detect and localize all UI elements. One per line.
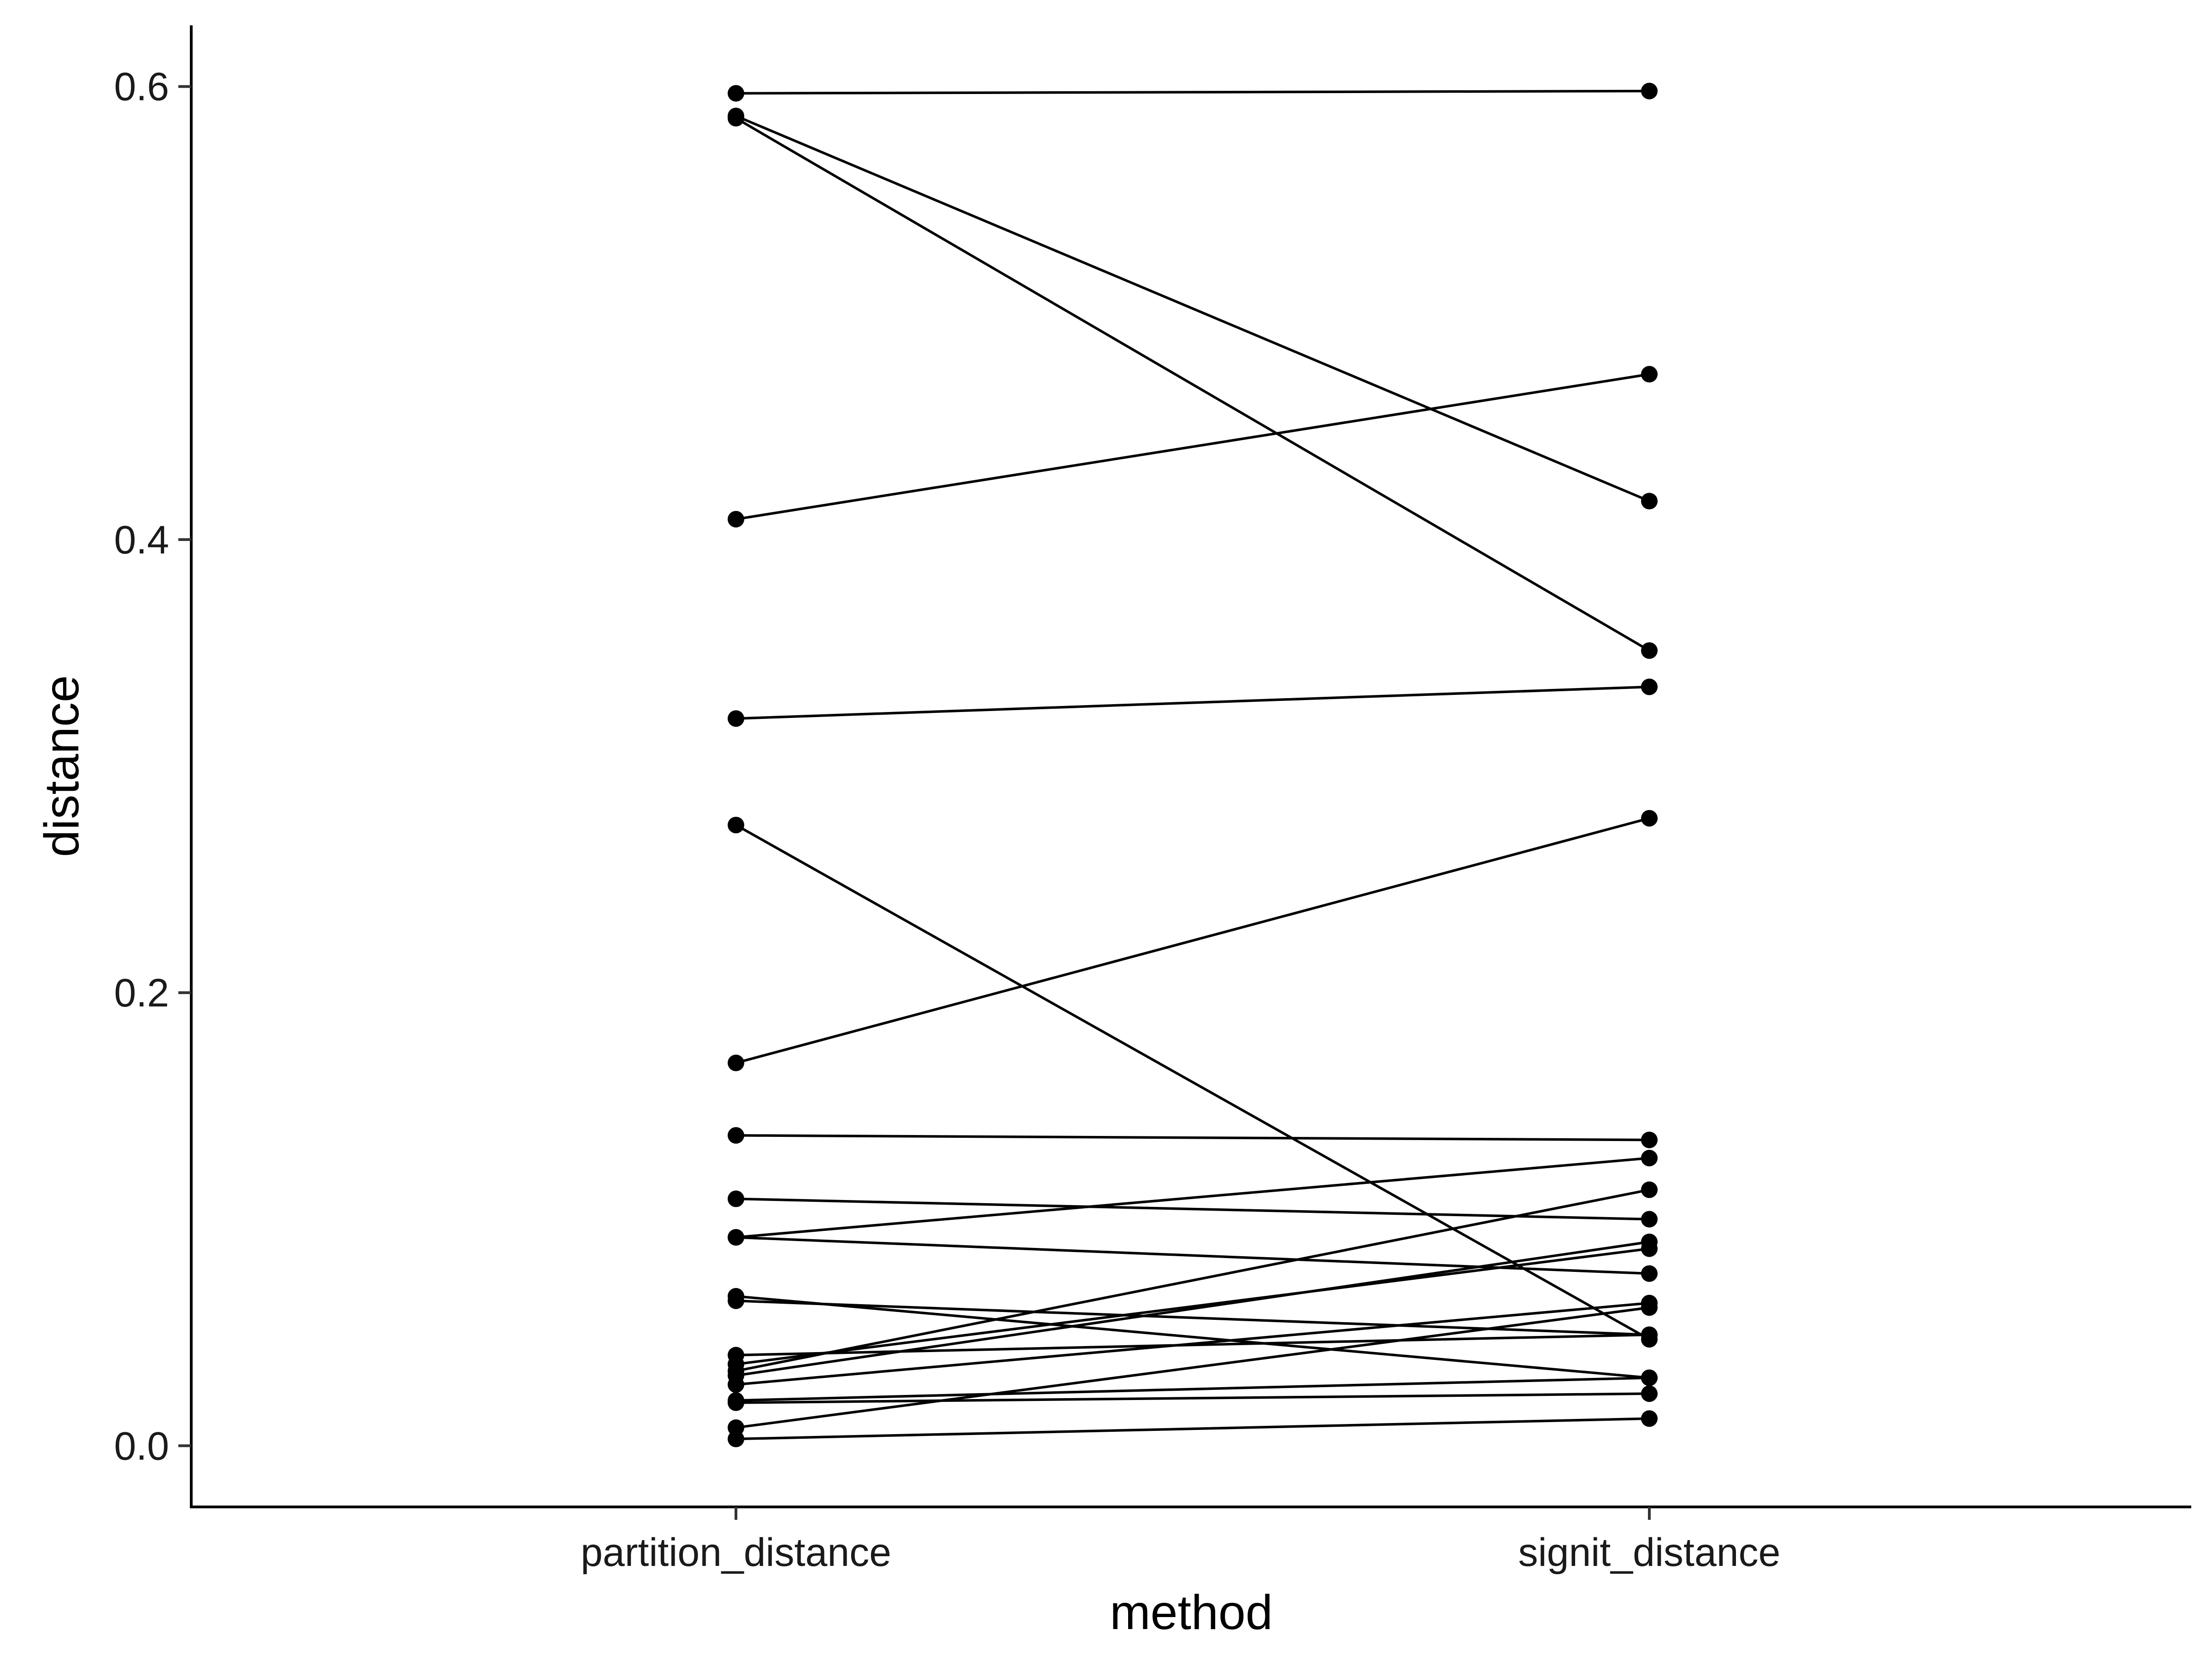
data-point xyxy=(1641,1149,1658,1166)
series-line xyxy=(735,373,1650,521)
data-point xyxy=(1641,678,1658,695)
data-point xyxy=(728,1229,744,1246)
data-point xyxy=(728,1127,744,1144)
data-point xyxy=(728,710,744,727)
series-line xyxy=(735,817,1650,1065)
series-line xyxy=(735,115,1650,502)
y-tick-label: 0.6 xyxy=(114,65,169,109)
data-point xyxy=(728,1292,744,1309)
data-point xyxy=(1641,1265,1658,1282)
series-line xyxy=(735,1301,1650,1386)
data-point xyxy=(1641,1211,1658,1228)
data-point xyxy=(1641,810,1658,827)
series-line xyxy=(735,117,1650,652)
series-line xyxy=(735,1157,1650,1239)
data-point xyxy=(728,85,744,102)
y-tick-label: 0.0 xyxy=(114,1424,169,1468)
series-line xyxy=(735,1417,1650,1441)
series-line xyxy=(735,1392,1650,1404)
x-axis-ticks: partition_distance signit_distance xyxy=(581,1507,1781,1575)
data-point xyxy=(728,1430,744,1447)
series-line xyxy=(735,1241,1650,1377)
data-point xyxy=(1641,1410,1658,1427)
y-tick-label: 0.4 xyxy=(114,518,169,562)
series-lines xyxy=(735,89,1650,1441)
data-point xyxy=(1641,82,1658,100)
series-line xyxy=(735,1377,1650,1402)
data-point xyxy=(1641,1385,1658,1402)
series-line xyxy=(735,89,1650,95)
series-line xyxy=(735,1134,1650,1141)
series-points xyxy=(728,82,1658,1447)
data-point xyxy=(728,1054,744,1071)
y-axis-title: distance xyxy=(35,675,89,857)
data-point xyxy=(728,110,744,127)
x-tick-label: partition_distance xyxy=(581,1530,891,1575)
series-line xyxy=(735,1295,1650,1379)
y-tick-label: 0.2 xyxy=(114,971,169,1015)
data-point xyxy=(1641,366,1658,383)
data-point xyxy=(1641,1369,1658,1386)
series-line xyxy=(735,685,1650,720)
series-line xyxy=(735,824,1650,1341)
data-point xyxy=(1641,1233,1658,1250)
y-axis-ticks: 0.0 0.2 0.4 0.6 xyxy=(114,65,191,1468)
data-point xyxy=(1641,1326,1658,1343)
series-line xyxy=(735,1299,1650,1336)
series-line xyxy=(735,1306,1650,1429)
data-point xyxy=(728,511,744,528)
x-axis-title: method xyxy=(1110,1585,1273,1640)
series-line xyxy=(735,1236,1650,1275)
data-point xyxy=(728,817,744,834)
data-point xyxy=(728,1190,744,1207)
series-line xyxy=(735,1188,1650,1372)
data-point xyxy=(1641,1299,1658,1316)
x-tick-label: signit_distance xyxy=(1518,1530,1781,1575)
data-point xyxy=(728,1394,744,1411)
data-point xyxy=(1641,1131,1658,1148)
data-point xyxy=(728,1376,744,1393)
data-point xyxy=(1641,642,1658,659)
series-line xyxy=(735,1197,1650,1221)
data-point xyxy=(1641,1181,1658,1198)
data-point xyxy=(1641,493,1658,510)
series-line xyxy=(735,1247,1650,1366)
